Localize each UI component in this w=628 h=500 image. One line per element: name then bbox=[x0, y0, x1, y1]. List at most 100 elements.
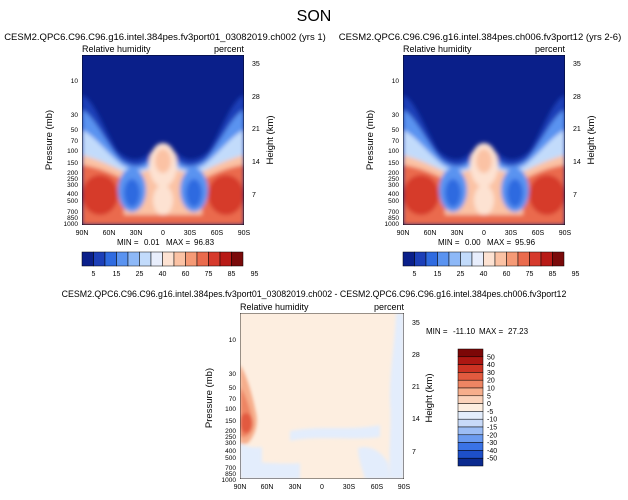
panel-3-y-tick-9: 300 bbox=[225, 440, 236, 447]
panel-3-colorbar-swatch-8 bbox=[457, 403, 484, 412]
panel-1-colorbar-swatch-6 bbox=[139, 251, 152, 267]
panel-1-y-tick-5: 100 bbox=[67, 148, 78, 155]
panel-1-y2-tick-4: 14 bbox=[252, 159, 260, 166]
panel-1-colorbar-swatch-9 bbox=[173, 251, 186, 267]
panel-1-y2-tick-5: 7 bbox=[252, 192, 256, 199]
panel-3-x-tick-4: 0 bbox=[320, 484, 324, 491]
panel-1: CESM2.QPC6.C96.C96.g16.intel.384pes.fv3p… bbox=[4, 32, 326, 278]
panel-1-colorbar-swatch-10 bbox=[185, 251, 198, 267]
panel-1-y-tick-10: 400 bbox=[67, 191, 78, 198]
panel-3-y2-tick-2: 28 bbox=[412, 352, 420, 359]
panel-2-right-label: percent bbox=[535, 44, 566, 54]
panel-1-colorbar-label-5: 60 bbox=[182, 271, 190, 278]
panel-2-y-tick-1: 10 bbox=[392, 78, 400, 85]
panel-1-x-tick-4: 0 bbox=[161, 230, 165, 237]
panel-1-band-10 bbox=[155, 149, 171, 173]
panel-3-colorbar-swatch-4 bbox=[457, 372, 484, 381]
panel-1-band-15 bbox=[153, 185, 173, 215]
panel-2-colorbar-label-5: 60 bbox=[503, 271, 511, 278]
panel-2-colorbar-swatch-13 bbox=[540, 251, 553, 267]
panel-3-left-label: Relative humidity bbox=[240, 302, 309, 312]
panel-1-y-tick-12: 700 bbox=[67, 209, 78, 216]
panel-2-y-tick-7: 200 bbox=[388, 170, 399, 177]
panel-1-y-tick-11: 500 bbox=[67, 198, 78, 205]
panel-2-colorbar-swatch-11 bbox=[517, 251, 530, 267]
panel-2-colorbar-swatch-3 bbox=[425, 251, 438, 267]
panel-2-colorbar-swatch-6 bbox=[460, 251, 473, 267]
panel-2-y-ticks: 10 30 50 70 100 150 200 250 300 400 500 … bbox=[385, 78, 400, 228]
panel-2-title: CESM2.QPC6.C96.C96.g16.intel.384pes.ch00… bbox=[339, 32, 622, 43]
panel-2-colorbar-swatch-8 bbox=[483, 251, 496, 267]
panel-1-colorbar-label-4: 40 bbox=[159, 271, 167, 278]
panel-3-y2-ticks: 35 28 21 14 7 bbox=[412, 320, 420, 456]
panel-2-min-value: 0.00 bbox=[465, 238, 481, 247]
panel-1-y-tick-9: 300 bbox=[67, 182, 78, 189]
panel-2-colorbar-label-8: 95 bbox=[572, 271, 580, 278]
panel-3-heatmap bbox=[240, 313, 404, 479]
panel-2-colorbar-swatch-10 bbox=[506, 251, 519, 267]
panel-3-band-7 bbox=[358, 447, 390, 479]
panel-3-colorbar-label-1: 50 bbox=[487, 354, 495, 361]
panel-2-y2-tick-3: 21 bbox=[573, 126, 581, 133]
panel-2-y2-tick-4: 14 bbox=[573, 159, 581, 166]
panel-1-colorbar-swatch-14 bbox=[231, 251, 244, 267]
panel-3-colorbar-swatch-7 bbox=[457, 395, 484, 404]
panel-1-y-tick-3: 50 bbox=[71, 127, 79, 134]
panel-3-max-label: MAX = bbox=[479, 327, 504, 336]
panel-3-colorbar-swatch-1 bbox=[457, 348, 484, 358]
panel-2-colorbar-swatch-12 bbox=[529, 251, 542, 267]
panel-1-min-label: MIN = bbox=[117, 238, 139, 247]
panel-3-max-value: 27.23 bbox=[508, 327, 529, 336]
panel-3-right-label: percent bbox=[374, 302, 405, 312]
panel-3-y-tick-4: 70 bbox=[229, 396, 237, 403]
panel-3-y-tick-5: 100 bbox=[225, 406, 236, 413]
panel-3-band-3 bbox=[240, 413, 252, 433]
panel-2-colorbar-swatch-1 bbox=[402, 251, 415, 267]
panel-3-x-ticks: 90N 60N 30N 0 30S 60S 90S bbox=[234, 484, 411, 491]
panel-2-colorbar-label-6: 75 bbox=[526, 271, 534, 278]
panel-1-right-label: percent bbox=[214, 44, 245, 54]
panel-2-y-tick-8: 250 bbox=[388, 176, 399, 183]
panel-1-ylabel: Pressure (mb) bbox=[44, 110, 55, 170]
panel-2-y2-tick-2: 28 bbox=[573, 94, 581, 101]
panel-3-y-ticks: 10 30 50 70 100 150 200 250 300 400 500 … bbox=[222, 337, 237, 484]
panel-1-x-tick-1: 90N bbox=[76, 230, 89, 237]
panel-3-colorbar-label-14: -50 bbox=[487, 456, 497, 463]
panel-3-minmax: MIN = -11.10 MAX = 27.23 bbox=[426, 327, 529, 336]
panel-3-colorbar-label-10: -15 bbox=[487, 425, 497, 432]
panel-1-left-label: Relative humidity bbox=[82, 44, 151, 54]
panel-1-y-tick-7: 200 bbox=[67, 170, 78, 177]
panel-1-x-tick-6: 60S bbox=[211, 230, 224, 237]
figure-title: SON bbox=[297, 8, 332, 25]
panel-3-band-6 bbox=[389, 313, 404, 479]
panel-2-x-tick-5: 30S bbox=[505, 230, 518, 237]
panel-3-y-tick-1: 10 bbox=[229, 337, 237, 344]
panel-3-colorbar-label-4: 20 bbox=[487, 378, 495, 385]
panel-1-colorbar-label-7: 85 bbox=[228, 271, 236, 278]
panel-3-x-tick-6: 60S bbox=[371, 484, 384, 491]
panel-2-colorbar-swatch-14 bbox=[552, 251, 565, 267]
panel-3-y2-tick-4: 14 bbox=[412, 416, 420, 423]
panel-2-band-7 bbox=[403, 175, 439, 215]
panel-1-y-ticks: 10 30 50 70 100 150 200 250 300 400 500 … bbox=[64, 78, 79, 228]
panel-3-colorbar-label-3: 30 bbox=[487, 370, 495, 377]
panel-3-y-tick-14: 1000 bbox=[222, 477, 237, 484]
panel-3-colorbar-swatch-13 bbox=[457, 442, 484, 451]
panel-2-band-16 bbox=[403, 215, 565, 225]
panel-3-y-tick-8: 250 bbox=[225, 434, 236, 441]
panel-3-min-label: MIN = bbox=[426, 327, 448, 336]
panel-3-y2-tick-3: 21 bbox=[412, 384, 420, 391]
panel-1-y2-tick-1: 35 bbox=[252, 61, 260, 68]
panel-2-colorbar-label-7: 85 bbox=[549, 271, 557, 278]
panel-2-colorbar-swatch-7 bbox=[471, 251, 484, 267]
panel-1-title: CESM2.QPC6.C96.C96.g16.intel.384pes.fv3p… bbox=[4, 32, 326, 43]
panel-2-y-tick-14: 1000 bbox=[385, 221, 400, 228]
panel-1-colorbar-label-1: 5 bbox=[92, 271, 96, 278]
panel-2: CESM2.QPC6.C96.C96.g16.intel.384pes.ch00… bbox=[339, 32, 622, 278]
panel-3-y-tick-2: 30 bbox=[229, 371, 237, 378]
panel-1-colorbar-swatch-5 bbox=[127, 251, 140, 267]
panel-3-colorbar-swatch-9 bbox=[457, 411, 484, 420]
panel-1-x-tick-2: 60N bbox=[103, 230, 116, 237]
panel-1-max-value: 96.83 bbox=[194, 238, 215, 247]
